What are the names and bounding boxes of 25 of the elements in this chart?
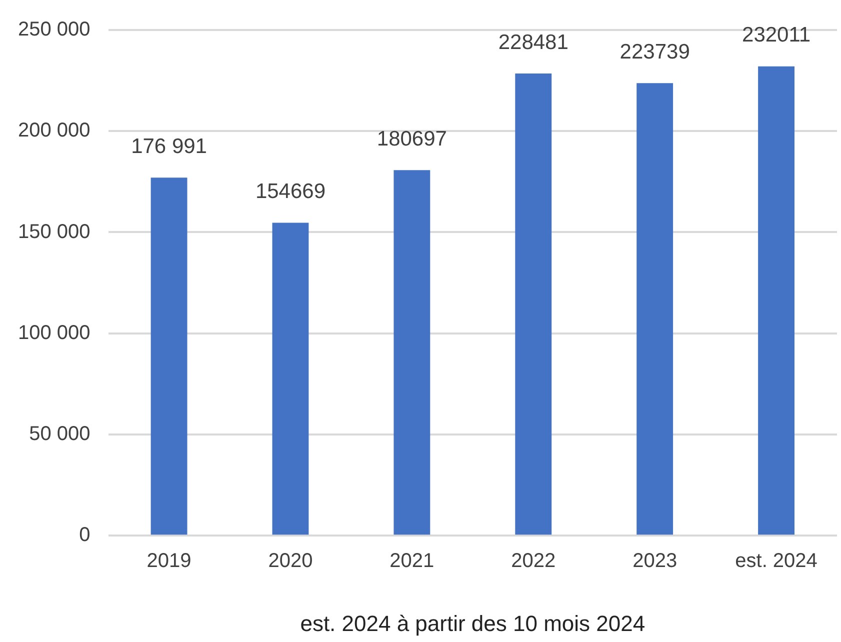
x-tick-label: 2021: [390, 550, 434, 572]
y-tick-label: 0: [79, 524, 90, 546]
bar: [758, 66, 794, 535]
y-tick-label: 150 000: [18, 220, 90, 243]
bar: [515, 74, 552, 535]
x-tick-label: 2019: [146, 550, 192, 572]
data-label: 154669: [255, 180, 326, 204]
bar: [636, 83, 674, 535]
bar: [272, 222, 309, 535]
data-label: 176 991: [131, 134, 207, 158]
y-tick-label: 100 000: [18, 322, 90, 344]
y-tick-label: 250 000: [18, 18, 90, 41]
x-tick-label: 2022: [511, 550, 556, 572]
x-tick-label: 2023: [632, 550, 678, 572]
data-label: 223739: [620, 40, 690, 64]
y-tick-label: 50 000: [29, 422, 90, 445]
x-tick-label: 2020: [268, 550, 313, 572]
x-tick-label: est. 2024: [735, 550, 818, 572]
x-axis-title: est. 2024 à partir des 10 mois 2024: [300, 610, 646, 636]
bar: [394, 170, 430, 535]
data-label: 180697: [376, 127, 447, 150]
data-label: 228481: [498, 30, 568, 54]
data-label: 232011: [742, 24, 811, 47]
y-tick-label: 200 000: [18, 120, 90, 142]
bar: [150, 178, 188, 535]
